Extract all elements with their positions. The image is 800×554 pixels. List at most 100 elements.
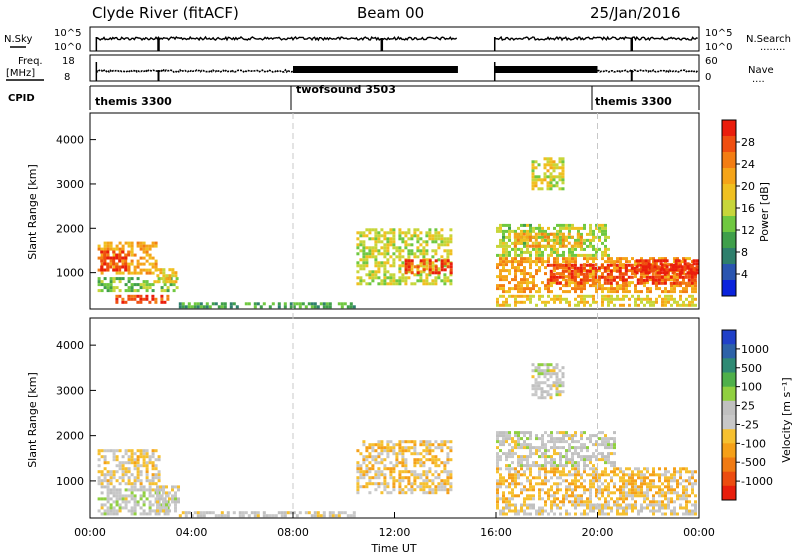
cbar-segment-4 [722, 386, 736, 402]
velocity-heatmap [97, 363, 697, 518]
ytick-label-3: 4000 [56, 134, 84, 147]
cpid-label: CPID [8, 93, 35, 104]
nsearch-label: N.Search [746, 34, 791, 45]
blob-8 [531, 363, 565, 400]
cbar-segment-2 [722, 152, 736, 169]
blob-6 [356, 228, 453, 286]
freq-trace [95, 62, 699, 81]
nsky-line-1 [494, 35, 698, 42]
freq-panel: Freq. [MHz] 18 8 60 0 Nave .... [6, 54, 774, 85]
cbar-segment-4 [722, 184, 736, 201]
power-cbar-label: Power [dB] [758, 182, 771, 242]
time-tick-label-5: 20:00 [582, 526, 614, 539]
blob-8 [496, 223, 610, 257]
blob-5 [178, 302, 356, 309]
cbar-tick-label-3: 25 [741, 400, 755, 413]
blob-6 [496, 467, 697, 504]
nave-dots: .... [752, 74, 765, 85]
blob-1 [100, 250, 131, 272]
time-axis: 00:00 04:00 08:00 12:00 16:00 20:00 00:00 [74, 512, 715, 539]
time-tick-label-1: 04:00 [176, 526, 208, 539]
time-tick-label-2: 08:00 [277, 526, 309, 539]
nsky-line-0 [95, 35, 458, 42]
velocity-ylabel: Slant Range [km] [26, 372, 39, 468]
cbar-segment-9 [722, 264, 736, 281]
cbar-segment-0 [722, 120, 736, 137]
cbar-tick-label-5: 8 [741, 246, 748, 259]
ytick-label-2: 3000 [56, 384, 84, 397]
ytick-label-1: 2000 [56, 222, 84, 235]
beam-title: Beam 00 [357, 4, 424, 22]
freq-unit: [MHz] [6, 68, 35, 79]
power-yticks: 1000 2000 3000 4000 [56, 134, 96, 280]
velocity-cbar-label: Velocity [m s⁻¹] [780, 377, 793, 462]
blob-4 [356, 440, 453, 495]
nave-label: Nave [748, 65, 774, 76]
blob-7 [496, 503, 697, 516]
cpid-panel: CPID themis 3300 twofsound 3503 themis 3… [8, 83, 700, 110]
ytick-label-0: 1000 [56, 267, 84, 280]
cbar-tick-label-1: 24 [741, 158, 755, 171]
freq-line-0 [95, 68, 294, 74]
time-tick-label-0: 00:00 [74, 526, 106, 539]
blob-13 [496, 294, 697, 307]
cbar-frame [721, 329, 737, 501]
freq-tick-bottom: 8 [64, 72, 70, 83]
cbar-tick-label-0: 28 [741, 136, 755, 149]
ytick-label-3: 4000 [56, 339, 84, 352]
freq-band-2 [494, 66, 598, 73]
blob-2 [156, 485, 180, 513]
cpid-mode-2: twofsound 3503 [296, 83, 396, 96]
ytick-label-0: 1000 [56, 475, 84, 488]
mode-change-lines [292, 113, 598, 518]
cbar-tick-label-0: 1000 [741, 343, 769, 356]
power-panel: Slant Range [km] 1000 2000 3000 4000 28 24 20… [26, 112, 771, 310]
cbar-segment-5 [722, 200, 736, 217]
blob-1 [97, 485, 170, 516]
blob-4 [153, 268, 178, 284]
nave-tick-bottom: 0 [705, 72, 711, 83]
nsky-tick-bottom: 10^0 [54, 42, 81, 53]
cbar-tick-label-2: 20 [741, 180, 755, 193]
power-colorbar: 28 24 20 16 12 8 4 [721, 119, 755, 297]
nsearch-tick-top: 10^5 [705, 28, 732, 39]
power-heatmap [97, 157, 699, 309]
cbar-segment-1 [722, 344, 736, 359]
cbar-tick-label-6: 4 [741, 268, 748, 281]
cbar-segment-5 [722, 400, 736, 416]
velocity-yticks: 1000 2000 3000 4000 [56, 339, 96, 488]
cbar-segment-3 [722, 372, 736, 388]
cbar-segment-7 [722, 429, 736, 444]
site-title: Clyde River (fitACF) [92, 4, 239, 22]
time-tick-label-4: 16:00 [480, 526, 512, 539]
time-axis-label: Time UT [370, 542, 416, 554]
power-ylabel: Slant Range [km] [26, 164, 39, 260]
cbar-segment-10 [722, 471, 736, 487]
velocity-panel: Slant Range [km] 1000 2000 3000 4000 1000 50… [26, 317, 793, 519]
nsky-label: N.Sky [4, 34, 32, 45]
cbar-tick-label-1: 500 [741, 362, 762, 375]
ytick-label-1: 2000 [56, 430, 84, 443]
cpid-mode-1: themis 3300 [95, 95, 172, 108]
cbar-segment-0 [722, 330, 736, 345]
cbar-segment-7 [722, 232, 736, 249]
nsearch-tick-bottom: 10^0 [705, 42, 732, 53]
blob-3 [178, 511, 356, 518]
cbar-tick-label-2: 100 [741, 381, 762, 394]
cbar-segment-2 [722, 358, 736, 373]
blob-5 [496, 431, 616, 468]
cbar-segment-9 [722, 457, 736, 473]
cbar-tick-label-7: -1000 [741, 475, 773, 488]
freq-line-3 [597, 68, 699, 74]
cbar-segment-8 [722, 248, 736, 265]
time-tick-label-6: 00:00 [683, 526, 715, 539]
freq-label: Freq. [18, 56, 43, 67]
cpid-mode-3: themis 3300 [595, 95, 672, 108]
cbar-tick-label-3: 16 [741, 202, 755, 215]
blob-14 [531, 157, 565, 191]
nave-tick-top: 60 [705, 56, 718, 67]
time-tick-label-3: 12:00 [379, 526, 411, 539]
cbar-tick-label-4: 12 [741, 224, 755, 237]
blob-7 [404, 259, 453, 275]
date-title: 25/Jan/2016 [590, 4, 681, 22]
